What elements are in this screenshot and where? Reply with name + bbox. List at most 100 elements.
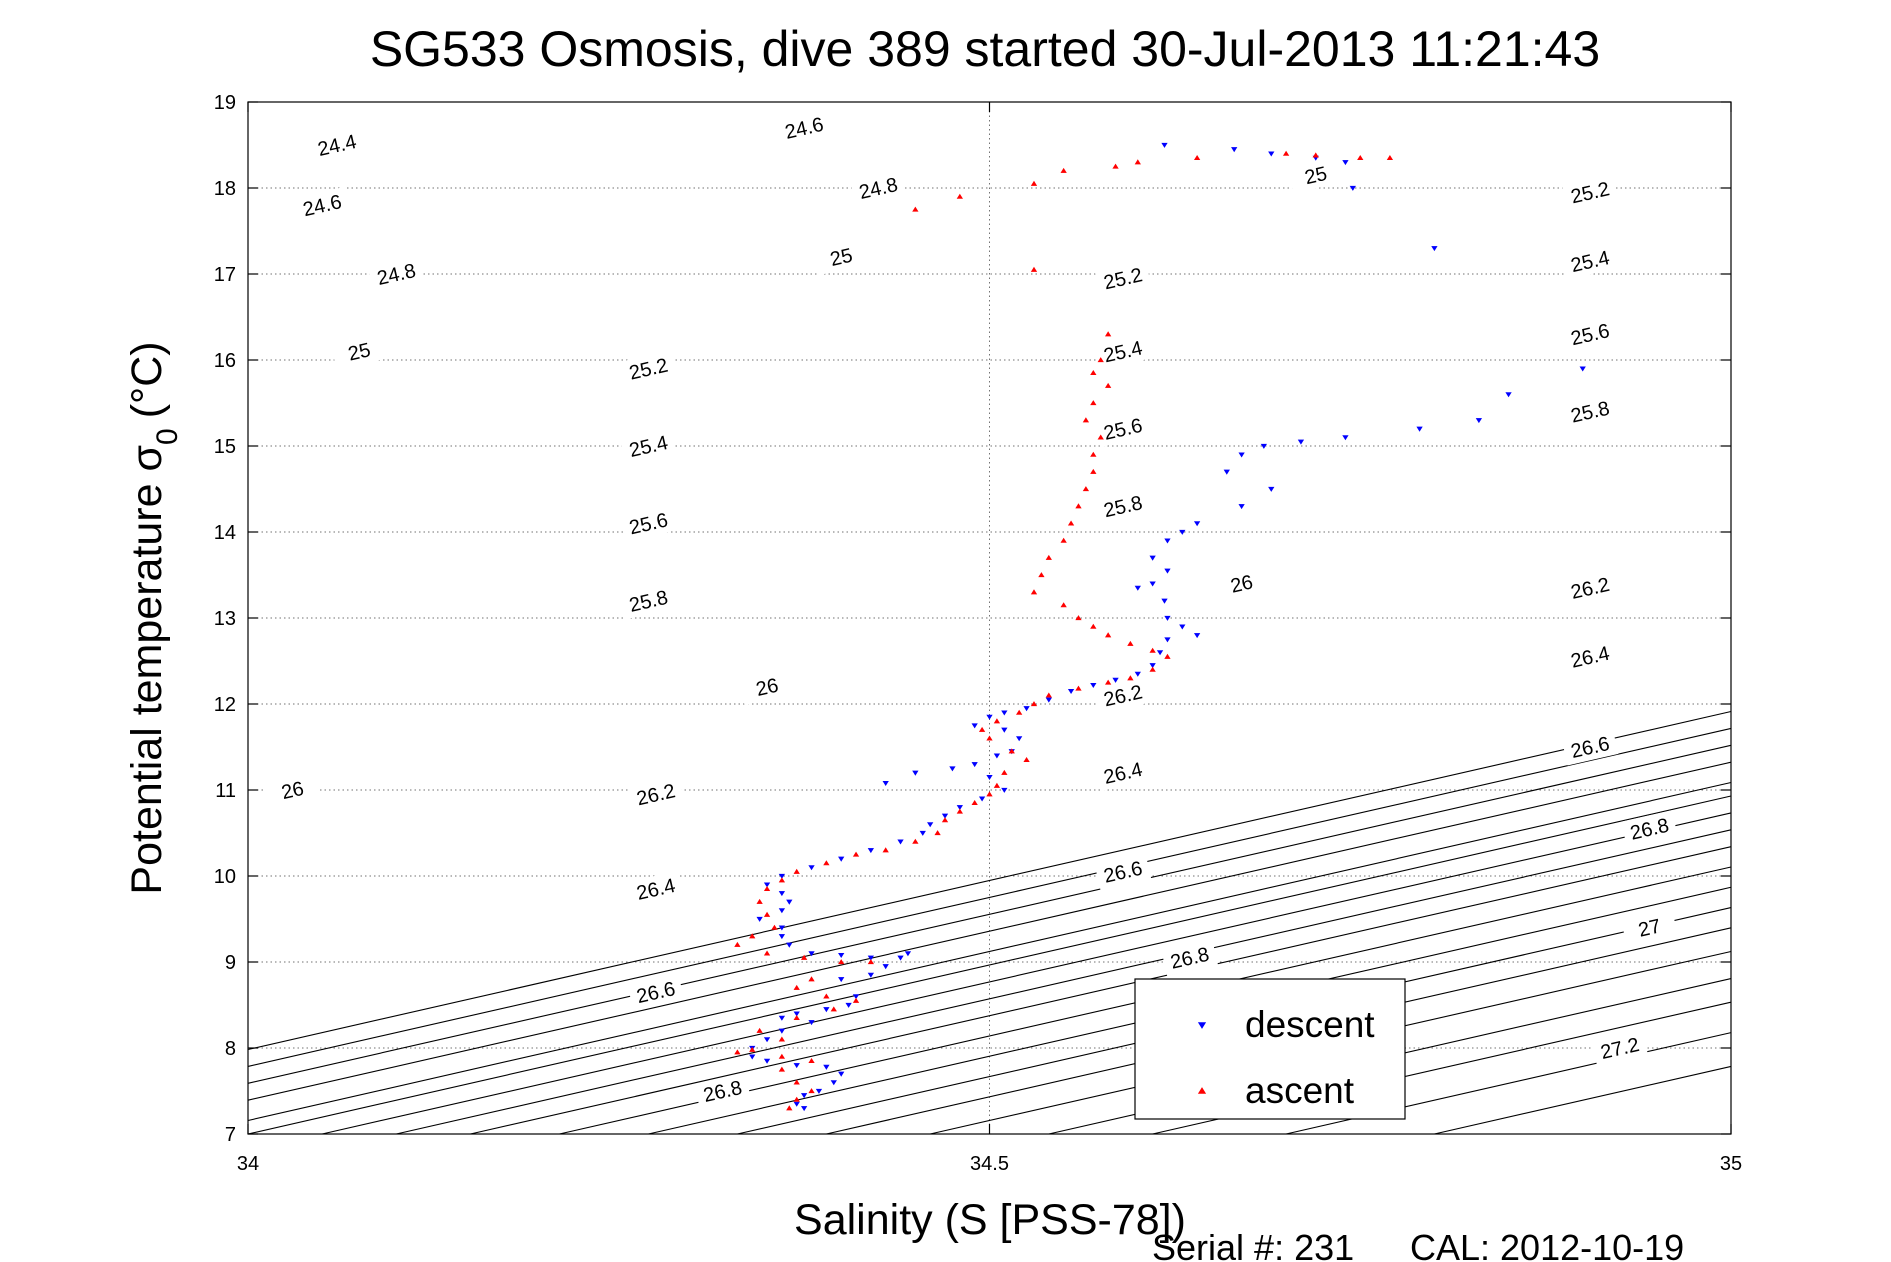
descent-point: [1164, 568, 1171, 574]
density-contour-label-bg: [620, 582, 677, 620]
density-contour-label-bg: [1621, 909, 1678, 947]
ascent-point: [1357, 154, 1364, 161]
ascent-point: [771, 924, 778, 930]
x-tick-label: 35: [1720, 1153, 1742, 1175]
descent-point: [1431, 246, 1438, 252]
ascent-point: [778, 1066, 786, 1072]
density-contour-label: 26: [1229, 571, 1256, 597]
density-contour-label-bg: [1591, 1029, 1649, 1067]
descent-point: [978, 796, 986, 802]
density-contour-label-bg: [694, 1072, 751, 1110]
ascent-point: [793, 984, 800, 990]
density-contour-label-bg: [1561, 638, 1619, 676]
ascent-point: [882, 847, 889, 853]
ascent-point: [978, 726, 986, 732]
ascent-point: [749, 933, 756, 939]
density-contour-line: [322, 812, 1732, 1135]
ascent-point: [1075, 685, 1082, 691]
ascent-point: [778, 877, 786, 883]
density-contour-label-bg: [1094, 754, 1152, 792]
density-contour-label: 25: [828, 245, 855, 271]
serial-number-label: Serial #: 231: [1152, 1227, 1354, 1262]
density-contour-label-bg: [368, 255, 425, 293]
ascent-point: [956, 193, 963, 199]
descent-point: [1023, 706, 1030, 712]
descent-point: [786, 899, 793, 905]
descent-point: [778, 891, 786, 897]
ascent-point: [1104, 382, 1112, 388]
y-tick-label: 12: [214, 694, 236, 716]
descent-point: [823, 1064, 830, 1070]
density-contour-label: 26: [754, 675, 781, 701]
y-tick-label: 18: [214, 178, 236, 200]
descent-point: [941, 813, 949, 819]
descent-point: [1416, 426, 1423, 432]
ascent-point: [993, 718, 1001, 724]
descent-point: [867, 848, 875, 854]
density-contour-label: 27: [1636, 915, 1663, 941]
ascent-point: [1104, 679, 1112, 685]
density-contour-label-bg: [1561, 315, 1619, 353]
descent-point: [763, 882, 771, 888]
ascent-point: [763, 911, 771, 917]
ascent-point: [971, 799, 978, 806]
descent-point: [808, 1020, 815, 1026]
density-contour-label-bg: [775, 109, 833, 147]
descent-point: [1505, 392, 1512, 398]
descent-point: [1067, 688, 1075, 695]
descent-point: [763, 1058, 771, 1064]
ascent-point: [1067, 520, 1075, 526]
descent-point: [867, 955, 875, 961]
ascent-point: [912, 206, 919, 212]
density-contour-label-bg: [308, 126, 366, 164]
ascent-point: [793, 1096, 800, 1102]
descent-point: [1045, 697, 1052, 703]
density-contour-label-bg: [620, 427, 677, 465]
legend-label-ascent: ascent: [1245, 1070, 1355, 1111]
density-contour-line: [470, 846, 1732, 1135]
y-tick-label: 7: [225, 1124, 236, 1146]
ascent-point: [1097, 357, 1104, 363]
ascent-point: [756, 898, 763, 904]
descent-point: [808, 951, 815, 957]
ascent-point: [1193, 154, 1201, 161]
descent-point: [778, 925, 786, 931]
ascent-point: [1104, 632, 1112, 638]
density-contour-label-bg: [330, 332, 388, 370]
descent-point: [1475, 418, 1483, 424]
density-contour-label-bg: [1094, 853, 1152, 891]
density-contour-line: [247, 744, 1732, 1084]
descent-point: [971, 723, 978, 729]
ascent-point: [852, 851, 860, 857]
y-tick-label: 13: [214, 608, 236, 630]
descent-point: [986, 714, 993, 720]
descent-point: [927, 822, 934, 828]
descent-point: [1164, 538, 1171, 544]
density-contour-label-bg: [1094, 487, 1152, 525]
ascent-point: [823, 993, 830, 999]
ascent-point: [1030, 266, 1038, 272]
ascent-point: [1112, 163, 1119, 169]
ascent-point: [1016, 709, 1023, 715]
ascent-point: [823, 860, 830, 866]
descent-point: [1090, 682, 1097, 688]
ascent-point: [986, 791, 993, 797]
descent-point: [749, 1054, 756, 1060]
descent-point: [815, 1088, 823, 1094]
ascent-point: [1127, 675, 1134, 681]
ascent-point: [734, 1049, 741, 1055]
y-tick-label: 10: [214, 866, 236, 888]
x-tick-label: 34: [237, 1153, 259, 1175]
density-contour-label: 25: [346, 339, 373, 365]
ascent-point: [1104, 331, 1112, 337]
ascent-point: [1060, 537, 1067, 543]
ascent-point: [1090, 623, 1097, 629]
ascent-point: [1060, 602, 1067, 608]
descent-point: [1268, 151, 1275, 157]
descent-point: [1260, 443, 1267, 449]
descent-point: [1134, 671, 1141, 677]
density-contour-label-bg: [812, 238, 870, 276]
y-tick-label: 19: [214, 92, 236, 114]
descent-point: [778, 873, 786, 879]
